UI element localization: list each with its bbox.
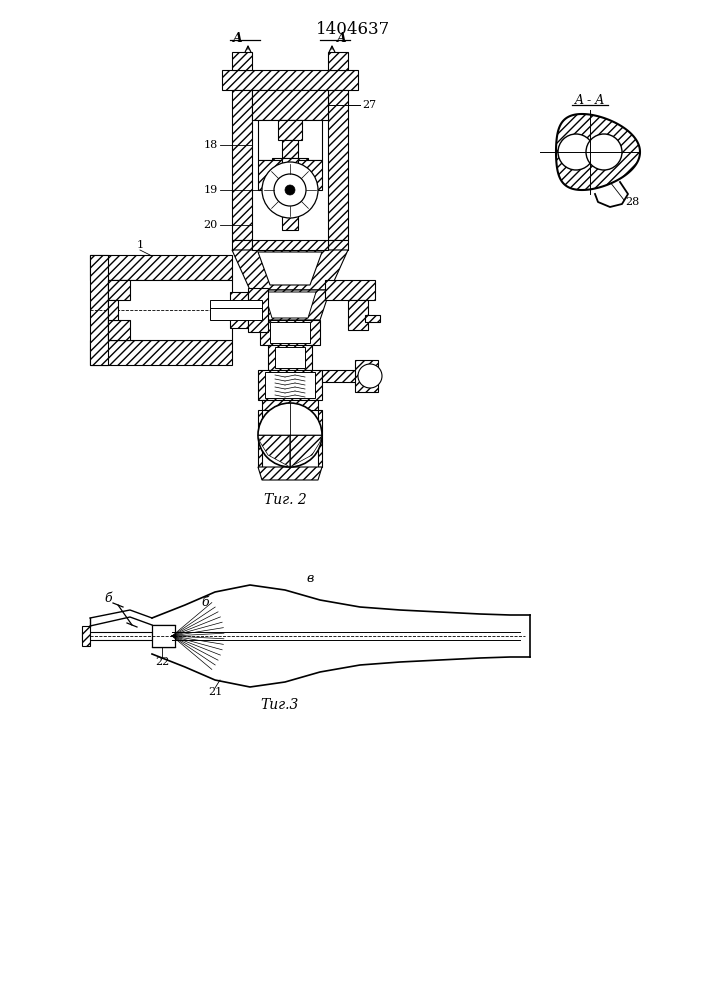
Polygon shape bbox=[262, 400, 318, 410]
Polygon shape bbox=[90, 340, 232, 365]
Polygon shape bbox=[275, 347, 305, 368]
Polygon shape bbox=[322, 370, 365, 382]
Polygon shape bbox=[82, 632, 152, 640]
Polygon shape bbox=[232, 90, 252, 240]
Text: 18: 18 bbox=[204, 140, 218, 150]
Polygon shape bbox=[258, 370, 322, 400]
Polygon shape bbox=[252, 90, 328, 120]
Polygon shape bbox=[328, 240, 348, 250]
Text: A: A bbox=[337, 31, 347, 44]
Polygon shape bbox=[264, 292, 316, 318]
Polygon shape bbox=[328, 52, 348, 70]
Polygon shape bbox=[90, 255, 232, 280]
Text: A: A bbox=[233, 31, 243, 44]
Polygon shape bbox=[230, 292, 248, 328]
Text: в: в bbox=[306, 572, 314, 584]
Circle shape bbox=[258, 403, 322, 467]
Polygon shape bbox=[278, 120, 302, 140]
Polygon shape bbox=[282, 190, 298, 230]
Circle shape bbox=[274, 174, 306, 206]
Text: Τиг.3: Τиг.3 bbox=[261, 698, 299, 712]
Polygon shape bbox=[258, 160, 282, 190]
Polygon shape bbox=[108, 320, 130, 340]
Polygon shape bbox=[325, 280, 375, 300]
Polygon shape bbox=[258, 120, 322, 160]
Polygon shape bbox=[270, 322, 310, 343]
Polygon shape bbox=[328, 90, 348, 240]
Polygon shape bbox=[108, 280, 232, 340]
Polygon shape bbox=[268, 345, 312, 370]
Circle shape bbox=[285, 185, 295, 195]
Text: б: б bbox=[104, 591, 112, 604]
Circle shape bbox=[558, 134, 594, 170]
Polygon shape bbox=[272, 158, 308, 168]
Text: 20: 20 bbox=[204, 220, 218, 230]
Text: 1: 1 bbox=[136, 240, 144, 250]
Polygon shape bbox=[222, 70, 358, 90]
Text: б: б bbox=[201, 595, 209, 608]
Polygon shape bbox=[258, 410, 262, 467]
Polygon shape bbox=[348, 300, 368, 330]
Circle shape bbox=[586, 134, 622, 170]
Circle shape bbox=[262, 162, 318, 218]
Text: 27: 27 bbox=[362, 100, 376, 110]
Polygon shape bbox=[265, 372, 315, 398]
Polygon shape bbox=[252, 240, 328, 250]
Polygon shape bbox=[232, 250, 348, 290]
Polygon shape bbox=[298, 160, 322, 190]
Polygon shape bbox=[232, 240, 252, 250]
Text: 21: 21 bbox=[208, 687, 222, 697]
Polygon shape bbox=[260, 320, 320, 345]
Polygon shape bbox=[250, 290, 330, 320]
Polygon shape bbox=[108, 300, 118, 320]
Text: 28: 28 bbox=[625, 197, 639, 207]
Polygon shape bbox=[556, 114, 640, 190]
Polygon shape bbox=[258, 252, 322, 285]
Text: A - A: A - A bbox=[575, 94, 605, 106]
Circle shape bbox=[358, 364, 382, 388]
Polygon shape bbox=[290, 435, 322, 467]
Polygon shape bbox=[152, 625, 175, 647]
Polygon shape bbox=[355, 360, 378, 392]
Polygon shape bbox=[210, 308, 262, 320]
Text: 1404637: 1404637 bbox=[316, 21, 390, 38]
Polygon shape bbox=[282, 140, 298, 158]
Text: 2: 2 bbox=[208, 310, 215, 320]
Text: Τиг. 2: Τиг. 2 bbox=[264, 493, 306, 507]
Polygon shape bbox=[318, 410, 322, 467]
Polygon shape bbox=[365, 315, 380, 322]
Polygon shape bbox=[248, 288, 268, 332]
Text: 22: 22 bbox=[155, 657, 169, 667]
Text: 19: 19 bbox=[204, 185, 218, 195]
Polygon shape bbox=[258, 467, 322, 480]
Polygon shape bbox=[258, 435, 290, 467]
Polygon shape bbox=[108, 280, 130, 300]
Polygon shape bbox=[232, 52, 252, 70]
Polygon shape bbox=[82, 626, 90, 646]
Polygon shape bbox=[210, 300, 262, 308]
Polygon shape bbox=[90, 255, 108, 365]
